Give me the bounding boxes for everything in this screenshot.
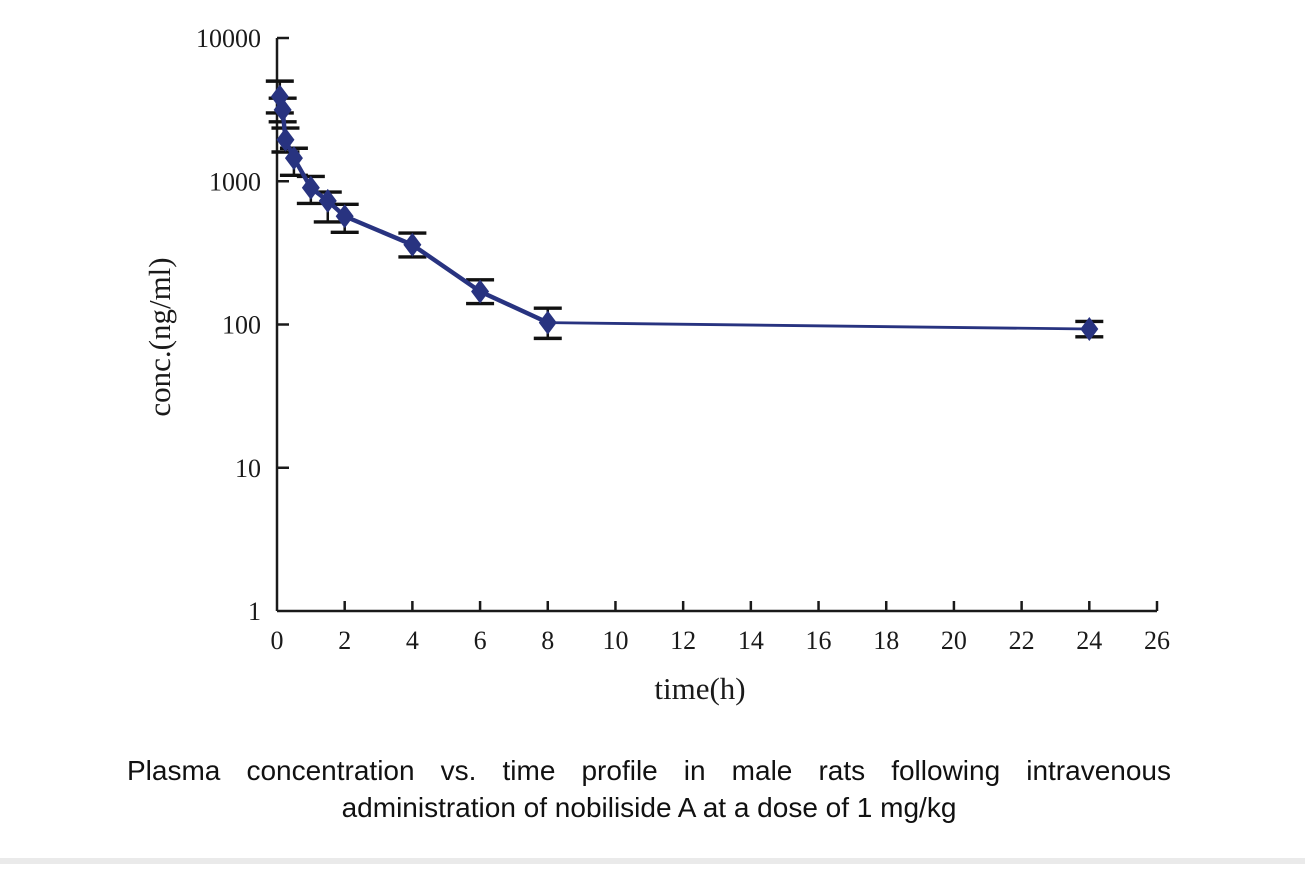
x-tick-label: 26 <box>1144 626 1170 655</box>
diamond-marker <box>1080 317 1099 342</box>
x-tick-label: 12 <box>670 626 696 655</box>
diamond-marker <box>276 127 295 152</box>
y-tick-label: 10 <box>235 454 261 483</box>
x-tick-label: 4 <box>406 626 419 655</box>
x-tick-label: 10 <box>602 626 628 655</box>
figure-caption: Plasma concentration vs. time profile in… <box>127 752 1171 826</box>
diamond-marker <box>284 146 303 171</box>
error-bars <box>265 79 1104 341</box>
diamond-marker <box>538 310 557 335</box>
x-axis-label: time(h) <box>654 671 746 706</box>
diamond-marker <box>301 175 320 200</box>
x-tick-label: 0 <box>271 626 284 655</box>
diamond-marker <box>318 188 337 213</box>
x-axis-ticks: 0 2 4 6 8 10 12 14 16 18 20 22 24 26 <box>271 601 1170 655</box>
x-tick-label: 18 <box>873 626 899 655</box>
y-tick-label: 100 <box>222 311 261 340</box>
y-tick-label: 1 <box>248 597 261 626</box>
caption-line-1: Plasma concentration vs. time profile in… <box>127 755 1171 786</box>
x-tick-label: 2 <box>338 626 351 655</box>
y-tick-label: 10000 <box>196 24 261 53</box>
x-tick-label: 20 <box>941 626 967 655</box>
series-line <box>277 96 549 325</box>
x-tick-label: 24 <box>1076 626 1102 655</box>
diamond-marker <box>471 279 490 304</box>
y-axis-label: conc.(ng/ml) <box>142 257 177 417</box>
x-tick-label: 22 <box>1009 626 1035 655</box>
y-axis-ticks: 1 10 100 1000 10000 <box>196 24 289 626</box>
series-line-tail <box>547 321 1090 331</box>
series-markers <box>270 84 1099 342</box>
diamond-marker <box>335 204 354 229</box>
bottom-divider <box>0 858 1305 864</box>
x-tick-label: 6 <box>474 626 487 655</box>
x-tick-label: 16 <box>806 626 832 655</box>
diamond-marker <box>403 232 422 257</box>
x-tick-label: 8 <box>541 626 554 655</box>
diamond-marker <box>273 97 292 122</box>
x-tick-label: 14 <box>738 626 764 655</box>
caption-line-2: administration of nobiliside A at a dose… <box>341 792 957 823</box>
y-tick-label: 1000 <box>209 167 261 196</box>
